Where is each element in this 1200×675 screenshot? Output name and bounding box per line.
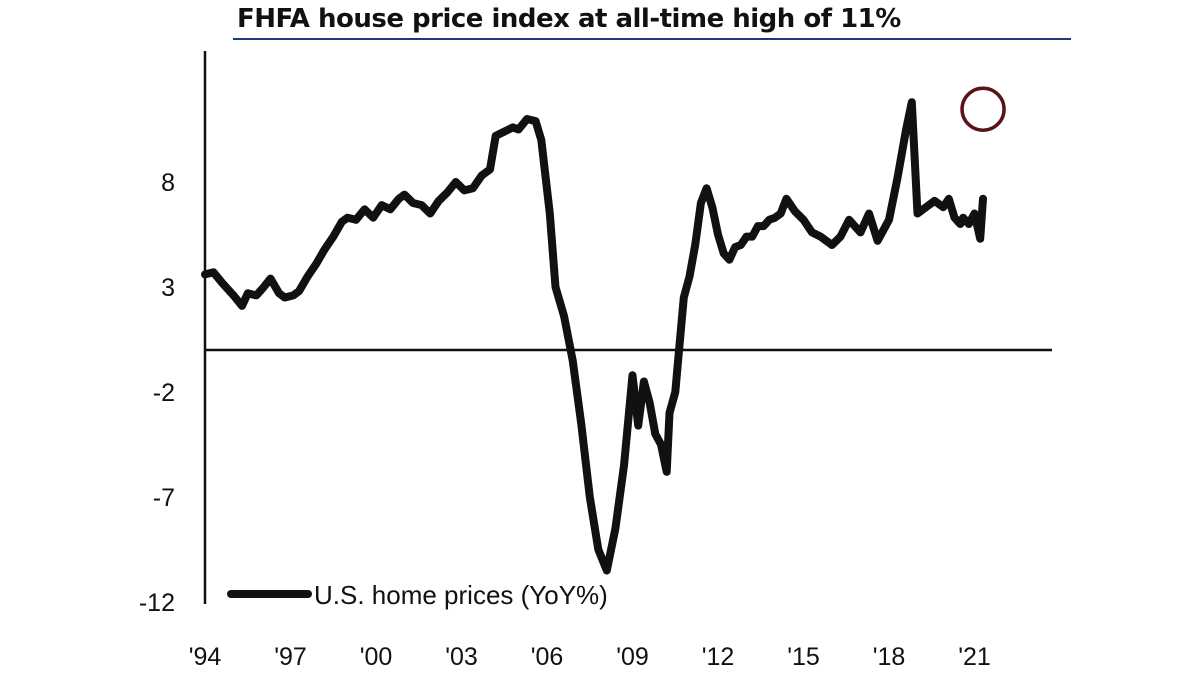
x-tick-label: '12 bbox=[702, 643, 735, 671]
x-tick-label: '18 bbox=[873, 643, 906, 671]
y-tick-label: -2 bbox=[153, 379, 175, 407]
y-tick-label: 3 bbox=[161, 274, 175, 302]
y-tick-label: -12 bbox=[139, 589, 175, 617]
x-tick-label: '94 bbox=[189, 643, 222, 671]
x-tick-label: '09 bbox=[616, 643, 649, 671]
axes bbox=[203, 51, 1052, 604]
x-tick-label: '06 bbox=[531, 643, 564, 671]
series-layer bbox=[201, 86, 1006, 575]
chart-title: FHFA house price index at all-time high … bbox=[237, 4, 901, 34]
x-tick-label: '97 bbox=[274, 643, 307, 671]
y-tick-label: 8 bbox=[161, 169, 175, 197]
legend-label: U.S. home prices (YoY%) bbox=[314, 580, 608, 610]
legend: U.S. home prices (YoY%) bbox=[227, 580, 608, 610]
x-tick-label: '21 bbox=[958, 643, 991, 671]
tick-labels: 8 3 -2 -7 -12 '94 '97 '00 '03 '06 '09 '12 '15 '18 '21 bbox=[139, 169, 991, 671]
x-tick-label: '15 bbox=[787, 643, 820, 671]
title-rule bbox=[233, 38, 1071, 40]
x-tick-label: '00 bbox=[360, 643, 393, 671]
x-tick-label: '03 bbox=[445, 643, 478, 671]
y-tick-label: -7 bbox=[153, 484, 175, 512]
highlight-circle bbox=[960, 86, 1006, 132]
series-line bbox=[201, 98, 987, 575]
